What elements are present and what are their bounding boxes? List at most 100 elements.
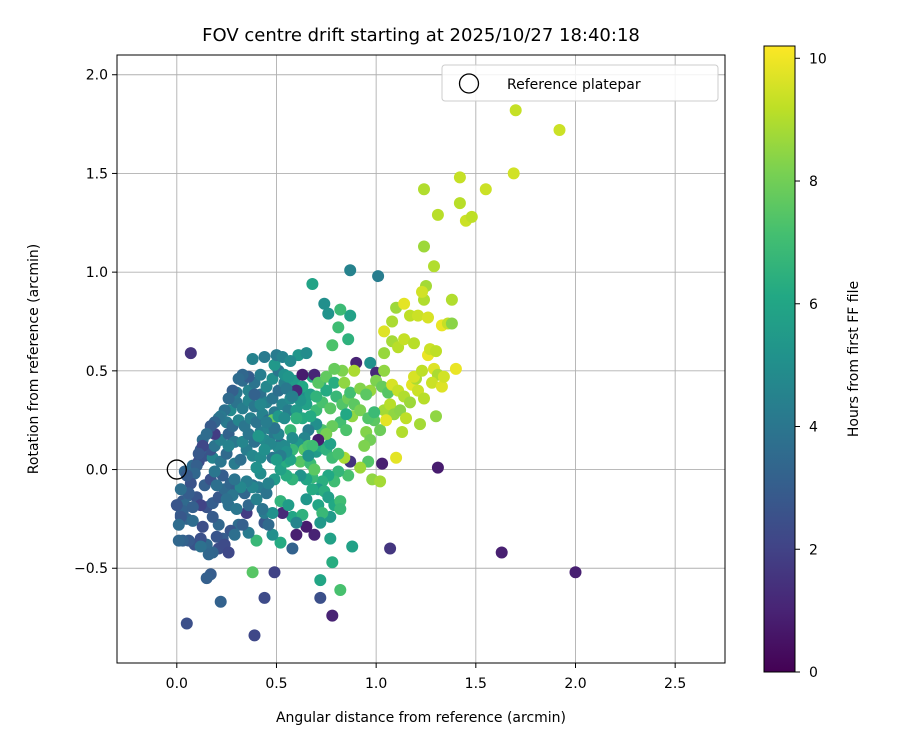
reference-platepar-marker <box>166 459 187 480</box>
x-axis-label: Angular distance from reference (arcmin) <box>276 710 566 726</box>
data-point <box>256 503 269 515</box>
data-point <box>208 465 221 478</box>
data-point <box>346 540 359 553</box>
data-point <box>304 410 317 423</box>
data-point <box>302 449 315 462</box>
data-point <box>278 412 291 425</box>
data-point <box>282 499 295 512</box>
data-point <box>320 384 333 397</box>
data-point <box>332 447 345 460</box>
x-tick-label: 0.0 <box>166 676 188 692</box>
data-point <box>509 104 522 117</box>
colorbar-tick-label: 4 <box>809 420 818 436</box>
data-point <box>426 376 438 389</box>
data-point <box>453 197 466 210</box>
data-point <box>200 428 213 440</box>
data-point <box>296 368 309 381</box>
plot-frame <box>116 54 726 664</box>
data-point <box>384 398 397 411</box>
legend-marker-reference <box>458 73 480 94</box>
legend-box <box>441 64 719 102</box>
data-point <box>316 507 329 519</box>
data-point <box>230 503 243 515</box>
data-point <box>184 347 197 360</box>
data-point <box>342 469 355 482</box>
y-tick-label: 1.5 <box>86 166 108 182</box>
data-point <box>290 528 303 541</box>
data-point <box>258 351 271 363</box>
data-point <box>326 556 339 569</box>
data-point <box>234 453 247 466</box>
data-point <box>374 424 387 437</box>
data-point <box>232 372 245 385</box>
data-point <box>236 518 249 531</box>
data-point <box>306 439 319 452</box>
data-point <box>412 309 424 322</box>
data-point <box>206 510 219 523</box>
data-point <box>260 487 273 500</box>
data-point <box>449 362 462 375</box>
data-point <box>308 528 321 541</box>
colorbar-tick-label: 8 <box>809 174 818 190</box>
data-point <box>186 501 199 514</box>
data-point <box>250 534 263 547</box>
data-point <box>192 447 205 460</box>
data-point <box>445 317 458 330</box>
data-point <box>202 548 215 561</box>
data-point <box>310 390 323 403</box>
data-point <box>266 507 279 519</box>
data-point <box>322 307 335 320</box>
data-point <box>435 380 448 393</box>
data-point <box>286 432 299 444</box>
data-point <box>282 370 295 383</box>
data-point <box>214 595 227 608</box>
data-point <box>418 392 430 405</box>
y-tick-label: 0.0 <box>86 463 108 479</box>
data-point <box>340 424 353 437</box>
chart-title: FOV centre drift starting at 2025/10/27 … <box>202 25 640 46</box>
y-tick-label: −0.5 <box>74 561 108 577</box>
colorbar-tick-label: 10 <box>809 51 827 67</box>
data-point <box>422 311 434 324</box>
data-point <box>274 536 287 549</box>
legend: Reference platepar <box>441 64 719 102</box>
data-point <box>324 532 337 545</box>
data-point <box>180 617 193 630</box>
data-point <box>250 493 263 506</box>
data-point <box>344 309 357 322</box>
data-point <box>386 315 399 328</box>
data-point <box>358 439 371 452</box>
data-point <box>286 390 299 403</box>
data-point <box>186 514 199 527</box>
colorbar: 0 2 4 6 8 10 Hours from first FF file <box>763 45 862 681</box>
data-point <box>372 270 385 283</box>
data-point <box>306 278 319 290</box>
data-point <box>290 412 303 425</box>
data-point <box>258 443 271 456</box>
colorbar-tick-label: 6 <box>809 297 818 313</box>
data-point <box>324 402 337 415</box>
data-point <box>344 386 357 399</box>
data-point <box>210 479 223 492</box>
data-point <box>378 364 391 377</box>
data-point <box>398 297 411 310</box>
data-point <box>374 475 387 488</box>
data-point <box>246 566 259 579</box>
data-point <box>248 629 261 642</box>
data-point <box>553 124 566 136</box>
data-point <box>326 339 339 352</box>
data-point <box>222 546 235 559</box>
data-point <box>228 528 241 541</box>
data-point <box>246 353 259 365</box>
data-point <box>262 477 275 490</box>
data-point <box>378 325 391 338</box>
data-point <box>266 528 279 541</box>
data-point <box>290 516 303 529</box>
data-point <box>384 542 397 555</box>
data-point <box>430 410 442 423</box>
colorbar-label: Hours from first FF file <box>846 281 862 437</box>
data-point <box>248 388 261 401</box>
y-tick-label: 1.0 <box>86 265 108 281</box>
data-point <box>569 566 582 579</box>
